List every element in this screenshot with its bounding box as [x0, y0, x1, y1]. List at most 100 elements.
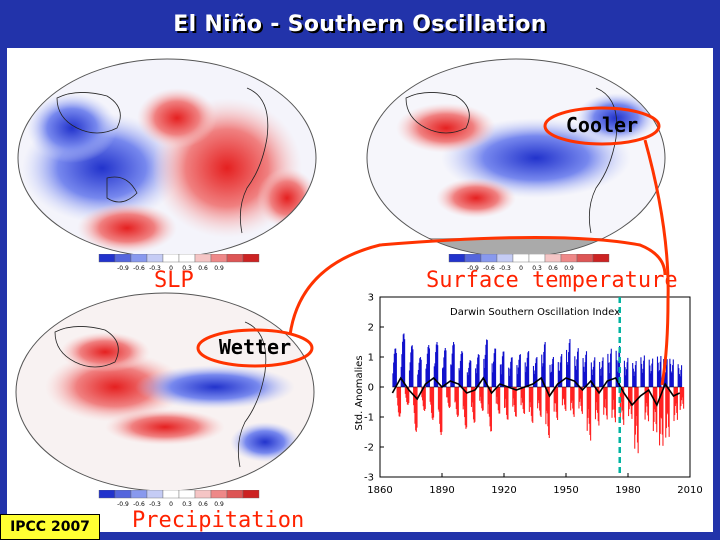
chart-bar [497, 387, 499, 411]
chart-bar [448, 387, 450, 407]
scale-tick-label: 0.9 [214, 501, 224, 508]
chart-bar [665, 364, 667, 387]
chart-bar [525, 372, 527, 387]
chart-bar [603, 387, 605, 415]
chart-bar [415, 387, 417, 432]
chart-x-tick-label: 2010 [677, 485, 702, 496]
chart-bar [484, 367, 486, 387]
chart-bar [468, 367, 470, 387]
chart-bar [397, 387, 399, 413]
chart-bar [545, 387, 547, 425]
chart-bar [599, 361, 601, 387]
chart-bar [548, 387, 550, 436]
chart-y-tick-label: -3 [364, 473, 374, 484]
chart-bar [583, 366, 585, 387]
chart-bar [586, 387, 588, 431]
chart-bar [661, 387, 663, 419]
chart-bar [661, 387, 663, 435]
chart-bar [523, 387, 526, 414]
chart-bar [634, 371, 636, 387]
chart-bar [614, 387, 616, 418]
chart-bar [481, 387, 484, 411]
chart-bar [636, 387, 638, 426]
chart-bar [539, 387, 541, 416]
chart-bar [587, 387, 589, 418]
chart-bar [540, 387, 542, 417]
chart-bar [599, 368, 601, 387]
chart-bar [662, 387, 664, 446]
chart-bar [526, 366, 528, 387]
chart-bar [647, 387, 650, 422]
chart-bar [466, 387, 468, 428]
chart-bar [573, 387, 575, 417]
scale-tick-label: -0.3 [149, 501, 161, 508]
chart-bar [404, 387, 406, 394]
chart-bar [501, 356, 504, 387]
chart-bar [570, 387, 572, 411]
chart-bar [681, 365, 683, 387]
chart-bar [456, 387, 458, 415]
chart-bar [453, 344, 455, 387]
scale-tick-label: 0 [169, 265, 173, 272]
chart-bar [437, 345, 439, 387]
chart-bar [448, 387, 450, 408]
chart-bar [409, 362, 411, 387]
chart-bar [590, 362, 592, 387]
chart-bar [558, 370, 560, 387]
cooler-connector [643, 139, 670, 386]
chart-bar [534, 363, 537, 387]
chart-bar [516, 365, 518, 387]
scale-tick-label: 0.3 [182, 501, 192, 508]
chart-bar [553, 387, 555, 412]
chart-bar [625, 369, 628, 387]
chart-bar [530, 387, 532, 408]
chart-bar [518, 359, 520, 387]
chart-bar [536, 357, 538, 387]
chart-bar [493, 353, 495, 387]
chart-bar [575, 369, 577, 387]
chart-bar [437, 387, 439, 410]
chart-bar [564, 387, 566, 410]
chart-bar [539, 387, 541, 411]
chart-bar [683, 387, 685, 409]
chart-bar [636, 387, 639, 443]
chart-bar [458, 368, 460, 387]
chart-bar [521, 387, 523, 398]
chart-bar [480, 387, 482, 404]
cooler-callout: Cooler [565, 113, 639, 137]
chart-bar [491, 363, 493, 387]
chart-bar [414, 387, 416, 424]
chart-bar [643, 355, 645, 387]
chart-bar [549, 364, 551, 387]
chart-bar [521, 387, 523, 403]
chart-bar [588, 387, 590, 410]
chart-bar [522, 387, 524, 410]
chart-bar [656, 356, 659, 387]
chart-bar [541, 354, 543, 387]
chart-bar [635, 360, 637, 387]
chart-bar [492, 372, 494, 387]
chart-bar [466, 372, 468, 387]
chart-bar [585, 351, 588, 387]
chart-bar [517, 367, 519, 387]
chart-bar [660, 356, 662, 387]
chart-bar [634, 387, 636, 435]
chart-bar [487, 387, 489, 414]
chart-bar [464, 387, 466, 426]
chart-bar [607, 353, 609, 387]
chart-bar [610, 348, 612, 387]
chart-bar [489, 387, 491, 427]
chart-bar [576, 351, 579, 387]
chart-bar [674, 387, 676, 416]
chart-bar [495, 348, 497, 387]
chart-bar [593, 360, 595, 387]
chart-bar [503, 351, 505, 387]
scale-tick-label: -0.9 [117, 265, 129, 272]
chart-bar [473, 387, 475, 423]
chart-bar [622, 387, 624, 420]
chart-bar [527, 352, 529, 387]
chart-bar [568, 352, 570, 387]
chart-bar [678, 368, 680, 387]
chart-bar [648, 359, 650, 387]
chart-y-tick-label: 0 [368, 383, 374, 394]
